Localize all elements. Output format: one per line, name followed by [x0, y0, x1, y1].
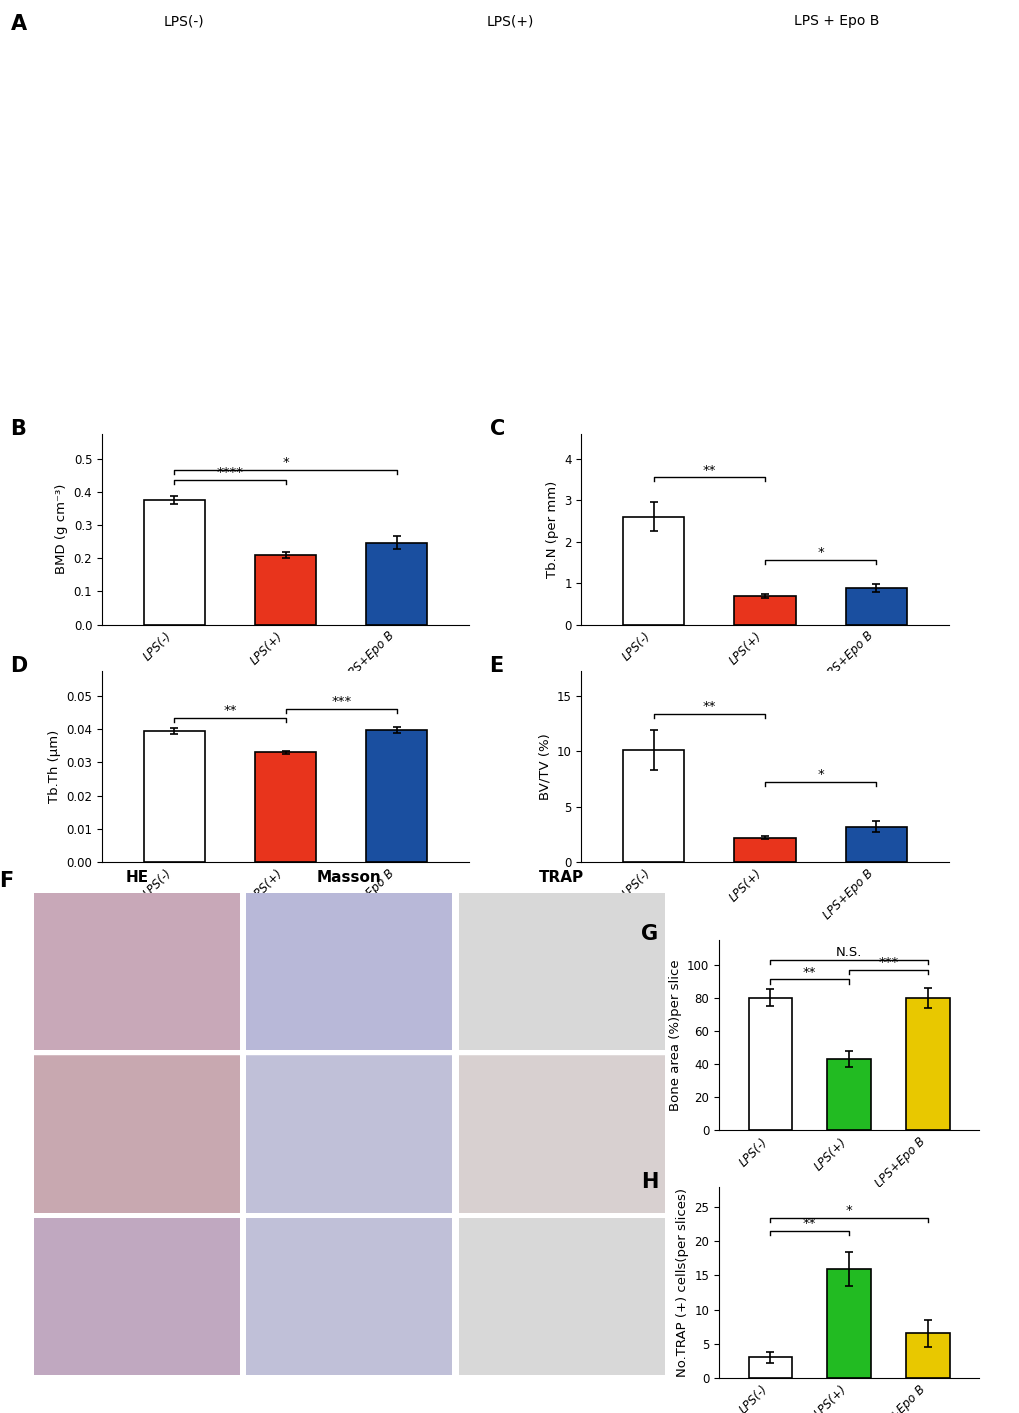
Bar [366, 731, 427, 862]
Text: **: ** [223, 704, 236, 716]
Bar [826, 1269, 870, 1378]
Bar [734, 596, 795, 625]
Text: Masson: Masson [317, 870, 381, 886]
Text: *: * [845, 1204, 852, 1217]
Text: LPS(+): LPS(+) [486, 14, 533, 28]
FancyBboxPatch shape [246, 893, 452, 1050]
Bar [623, 750, 684, 862]
FancyBboxPatch shape [34, 893, 239, 1050]
Text: D: D [10, 656, 28, 675]
Text: ***: *** [877, 955, 898, 969]
Text: **: ** [702, 463, 715, 476]
Bar [366, 543, 427, 625]
Text: C: C [489, 418, 504, 438]
Text: **: ** [802, 1218, 815, 1231]
Bar [906, 998, 949, 1130]
Bar [734, 838, 795, 862]
Bar [845, 588, 906, 625]
Text: N.S.: N.S. [836, 945, 861, 958]
Text: *: * [816, 769, 823, 781]
Text: TRAP: TRAP [539, 870, 584, 886]
FancyBboxPatch shape [34, 1218, 239, 1375]
Y-axis label: Tb.N (per mm): Tb.N (per mm) [545, 480, 558, 578]
Y-axis label: BMD (g cm⁻³): BMD (g cm⁻³) [55, 485, 68, 574]
FancyBboxPatch shape [459, 1218, 664, 1375]
Text: G: G [641, 924, 657, 944]
Text: **: ** [702, 699, 715, 714]
Bar [906, 1334, 949, 1378]
FancyBboxPatch shape [246, 1056, 452, 1212]
Text: *: * [816, 547, 823, 560]
Bar [144, 731, 205, 862]
FancyBboxPatch shape [34, 1056, 239, 1212]
Bar [623, 517, 684, 625]
Text: *: * [282, 456, 288, 469]
Y-axis label: Tb.Th (μm): Tb.Th (μm) [48, 731, 61, 803]
Bar [144, 500, 205, 625]
Text: LPS + Epo B: LPS + Epo B [793, 14, 878, 28]
Text: E: E [489, 656, 503, 675]
Text: LPS(-): LPS(-) [163, 14, 204, 28]
Text: HE: HE [125, 870, 149, 886]
FancyBboxPatch shape [246, 1218, 452, 1375]
Y-axis label: BV/TV (%): BV/TV (%) [538, 733, 550, 800]
Bar [748, 998, 791, 1130]
Bar [826, 1060, 870, 1130]
Text: F: F [0, 870, 13, 890]
Bar [845, 827, 906, 862]
Text: A: A [10, 14, 26, 34]
Text: H: H [641, 1171, 658, 1191]
Text: ****: **** [216, 466, 244, 479]
Text: ***: *** [331, 695, 351, 708]
Text: B: B [10, 418, 26, 438]
Y-axis label: No.TRAP (+) cells(per slices): No.TRAP (+) cells(per slices) [676, 1188, 688, 1376]
Y-axis label: Bone area (%)per slice: Bone area (%)per slice [667, 959, 681, 1111]
FancyBboxPatch shape [459, 893, 664, 1050]
Bar [748, 1358, 791, 1378]
Bar [255, 555, 316, 625]
Text: **: ** [802, 965, 815, 979]
FancyBboxPatch shape [459, 1056, 664, 1212]
Bar [255, 753, 316, 862]
